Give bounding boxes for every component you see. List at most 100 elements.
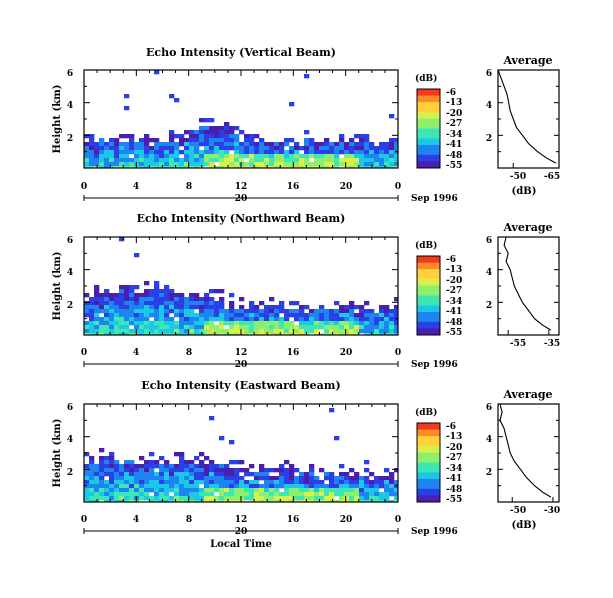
- heatmap-cell: [204, 158, 210, 163]
- heatmap-cell: [229, 496, 235, 501]
- heatmap-cell: [109, 325, 115, 330]
- heatmap-cell: [394, 321, 398, 326]
- heatmap-cell: [384, 321, 390, 326]
- heatmap-cell: [194, 492, 200, 497]
- heatmap-cell: [184, 130, 190, 135]
- heatmap-cell: [269, 333, 275, 335]
- heatmap-cell: [289, 313, 295, 318]
- heatmap-cell: [149, 452, 155, 457]
- heatmap-cell: [304, 317, 310, 322]
- heatmap-cell: [249, 480, 255, 485]
- heatmap-cell: [374, 150, 380, 155]
- heatmap-cell: [84, 496, 90, 501]
- heatmap-cell: [379, 146, 385, 151]
- heatmap-cell: [389, 309, 395, 314]
- heatmap-cell: [169, 162, 175, 167]
- heatmap-cell: [249, 317, 255, 322]
- heatmap-cell: [289, 150, 295, 155]
- colorbar-segment: [417, 285, 440, 290]
- heatmap-cell: [149, 297, 155, 302]
- heatmap-cell: [274, 333, 280, 335]
- heatmap-cell: [194, 301, 200, 306]
- heatmap-cell: [114, 150, 120, 155]
- heatmap-cell: [264, 305, 270, 310]
- heatmap-cell: [144, 468, 150, 473]
- heatmap-cell: [364, 492, 370, 497]
- heatmap-cell: [219, 325, 225, 330]
- heatmap-cell: [279, 150, 285, 155]
- heatmap-cell: [194, 321, 200, 326]
- heatmap-cell: [179, 333, 185, 335]
- heatmap-cell: [384, 500, 390, 502]
- heatmap-cell: [229, 460, 235, 465]
- heatmap-cell: [124, 464, 130, 469]
- colorbar-segment: [417, 331, 440, 336]
- heatmap-cell: [129, 146, 135, 151]
- heatmap-cell: [154, 293, 160, 298]
- heatmap-cell: [284, 472, 290, 477]
- heatmap-cell: [174, 162, 180, 167]
- heatmap-cell: [284, 138, 290, 143]
- heatmap-cell: [224, 138, 230, 143]
- colorbar-segment: [417, 105, 440, 110]
- colorbar-segment: [417, 141, 440, 146]
- heatmap-cell: [304, 305, 310, 310]
- heatmap-cell: [379, 484, 385, 489]
- heatmap-cell: [144, 309, 150, 314]
- heatmap-cell: [389, 150, 395, 155]
- heatmap-cell: [134, 325, 140, 330]
- heatmap-cell: [184, 333, 190, 335]
- heatmap-cell: [224, 476, 230, 481]
- heatmap-cell: [234, 138, 240, 143]
- heatmap-cell: [124, 166, 130, 168]
- heatmap-cell: [354, 480, 360, 485]
- heatmap-cell: [89, 468, 95, 473]
- heatmap-cell: [179, 496, 185, 501]
- heatmap-cell: [129, 293, 135, 298]
- heatmap-cell: [244, 333, 250, 335]
- heatmap-cell: [254, 313, 260, 318]
- heatmap-cell: [274, 150, 280, 155]
- heatmap-cell: [149, 472, 155, 477]
- heatmap-cell: [394, 333, 398, 335]
- heatmap-cell: [144, 484, 150, 489]
- heatmap-cell: [199, 142, 205, 147]
- heatmap-cell: [149, 460, 155, 465]
- heatmap-cell: [139, 476, 145, 481]
- heatmap-cell: [254, 158, 260, 163]
- heatmap-cell: [149, 313, 155, 318]
- colorbar-segment: [417, 498, 440, 503]
- heatmap-cell: [279, 301, 285, 306]
- y-axis-label: Height (km): [52, 85, 63, 154]
- heatmap-cell: [394, 488, 398, 493]
- heatmap-cell: [184, 464, 190, 469]
- heatmap-cell: [184, 321, 190, 326]
- heatmap-cell: [284, 158, 290, 163]
- heatmap-cell: [279, 468, 285, 473]
- heatmap-cell: [209, 329, 215, 334]
- heatmap-cell: [114, 500, 120, 502]
- heatmap-cell: [134, 154, 140, 159]
- heatmap-cell: [194, 464, 200, 469]
- heatmap-cell: [94, 492, 100, 497]
- colorbar-segment: [417, 298, 440, 303]
- heatmap-cell: [199, 464, 205, 469]
- heatmap-cell: [244, 317, 250, 322]
- heatmap-cell: [204, 301, 210, 306]
- heatmap-cell: [174, 472, 180, 477]
- heatmap-cell: [304, 146, 310, 151]
- heatmap-cell: [294, 158, 300, 163]
- heatmap-cell: [369, 313, 375, 318]
- heatmap-cell: [244, 329, 250, 334]
- heatmap-cell: [319, 142, 325, 147]
- heatmap-cell: [209, 496, 215, 501]
- heatmap-cell: [229, 500, 235, 502]
- colorbar-segment: [417, 269, 440, 273]
- heatmap-cell: [129, 309, 135, 314]
- heatmap-cell: [179, 476, 185, 481]
- heatmap-cell: [204, 154, 210, 159]
- colorbar-segment: [417, 315, 440, 319]
- heatmap-cell: [144, 321, 150, 326]
- heatmap-cell: [209, 468, 215, 473]
- heatmap-cell: [114, 496, 120, 501]
